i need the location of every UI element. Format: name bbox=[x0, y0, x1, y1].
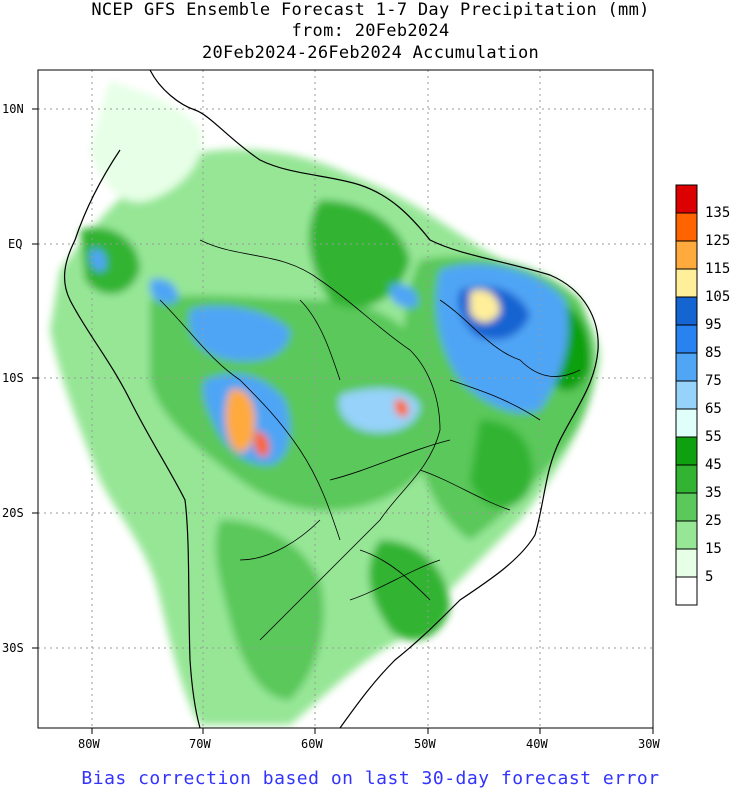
legend-label-5: 5 bbox=[705, 569, 714, 585]
lon-label-50w: 50W bbox=[414, 737, 436, 751]
map-area bbox=[38, 70, 653, 728]
legend-label-125: 125 bbox=[705, 233, 731, 249]
legend-label-35: 35 bbox=[705, 485, 722, 501]
title-line-2: from: 20Feb2024 bbox=[291, 21, 450, 41]
legend-label-135: 135 bbox=[705, 205, 731, 221]
title-line-1: NCEP GFS Ensemble Forecast 1-7 Day Preci… bbox=[91, 0, 650, 20]
precip-field bbox=[50, 80, 600, 726]
legend-swatch bbox=[675, 576, 698, 606]
lon-label-70w: 70W bbox=[189, 737, 211, 751]
legend-swatch bbox=[675, 548, 698, 578]
legend-swatch bbox=[675, 464, 698, 494]
legend-label-55: 55 bbox=[705, 429, 722, 445]
lon-label-30w: 30W bbox=[638, 737, 660, 751]
lon-label-40w: 40W bbox=[526, 737, 548, 751]
legend-label-105: 105 bbox=[705, 289, 731, 305]
legend-label-95: 95 bbox=[705, 317, 722, 333]
legend-label-45: 45 bbox=[705, 457, 722, 473]
legend-swatch bbox=[675, 324, 698, 354]
legend-swatch bbox=[675, 436, 698, 466]
coastline bbox=[149, 70, 599, 728]
graticule bbox=[38, 70, 653, 728]
legend-color-bar bbox=[675, 184, 698, 606]
legend-swatch bbox=[675, 240, 698, 270]
states bbox=[299, 299, 581, 601]
ticks bbox=[32, 108, 654, 734]
lat-label-30s: 30S bbox=[2, 641, 24, 655]
legend-swatch bbox=[675, 352, 698, 382]
legend-label-25: 25 bbox=[705, 513, 722, 529]
title-line-3: 20Feb2024-26Feb2024 Accumulation bbox=[201, 43, 540, 63]
legend-label-85: 85 bbox=[705, 345, 722, 361]
borders bbox=[159, 239, 451, 641]
lat-label-10s: 10S bbox=[2, 371, 24, 385]
legend-swatch bbox=[675, 380, 698, 410]
legend-swatch bbox=[675, 408, 698, 438]
lat-label-10n: 10N bbox=[2, 102, 24, 116]
legend-swatch bbox=[675, 212, 698, 242]
lon-label-60w: 60W bbox=[301, 737, 323, 751]
legend-label-115: 115 bbox=[705, 261, 731, 277]
legend-swatch bbox=[675, 296, 698, 326]
lon-label-80w: 80W bbox=[78, 737, 100, 751]
legend-label-75: 75 bbox=[705, 373, 722, 389]
legend-swatch bbox=[675, 268, 698, 298]
map-frame bbox=[37, 69, 654, 729]
west-coastline bbox=[64, 149, 201, 728]
legend-swatch bbox=[675, 184, 698, 214]
lat-label-eq: EQ bbox=[8, 237, 23, 251]
legend-swatch bbox=[675, 492, 698, 522]
legend-swatch bbox=[675, 520, 698, 550]
footer-note: Bias correction based on last 30-day for… bbox=[81, 768, 660, 789]
legend-label-15: 15 bbox=[705, 541, 722, 557]
lat-label-20s: 20S bbox=[2, 506, 24, 520]
legend-label-65: 65 bbox=[705, 401, 722, 417]
